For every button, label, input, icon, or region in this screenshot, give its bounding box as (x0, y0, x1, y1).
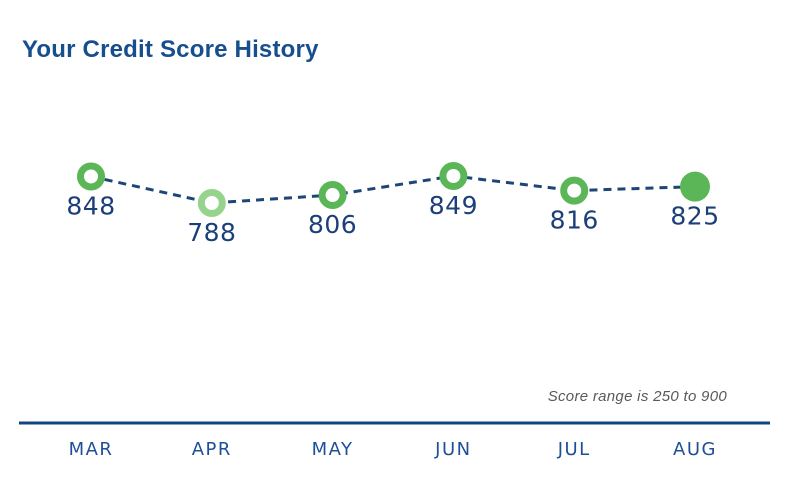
marker-ring (77, 162, 105, 191)
data-point-markers (77, 162, 710, 217)
month-label: AUG (673, 439, 717, 460)
month-label: MAR (69, 439, 114, 460)
page-title: Your Credit Score History (22, 36, 319, 63)
marker-ring (439, 162, 468, 190)
marker-ring (318, 181, 347, 210)
trend-polyline (90, 174, 696, 205)
month-axis-labels: MAR APR MAY JUN JUL AUG (69, 439, 717, 460)
score-label: 806 (308, 210, 357, 239)
score-label: 816 (550, 206, 599, 235)
score-label: 848 (66, 191, 115, 220)
score-label: 788 (187, 218, 236, 247)
marker-ring (560, 176, 589, 205)
month-label: JUN (434, 439, 471, 460)
month-label: JUL (557, 439, 591, 460)
marker-filled (680, 171, 710, 202)
trend-dashed-line (90, 174, 696, 205)
score-value-labels: 848 788 806 849 816 825 (66, 191, 719, 247)
month-label: MAY (312, 439, 354, 460)
score-range-note: Score range is 250 to 900 (547, 388, 727, 405)
month-label: APR (192, 439, 232, 460)
score-label: 849 (429, 191, 478, 220)
score-label: 825 (670, 202, 719, 231)
marker-ring (197, 188, 226, 217)
